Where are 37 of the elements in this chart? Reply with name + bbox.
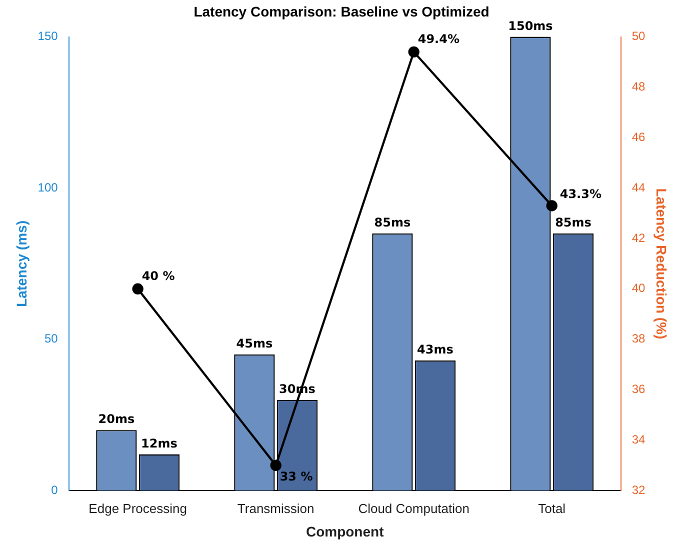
y-tick-label: 100 xyxy=(38,180,58,194)
point xyxy=(270,460,282,471)
y2-tick-label: 36 xyxy=(632,382,646,396)
y-axis-title: Latency (ms) xyxy=(13,220,30,307)
data-label: 45ms xyxy=(236,336,273,351)
data-label: 33 % xyxy=(280,470,313,484)
data-label: 49.4% xyxy=(418,32,460,46)
y2-tick-label: 50 xyxy=(632,29,646,44)
point xyxy=(132,283,144,295)
data-label: 40 % xyxy=(142,269,175,284)
y2-axis-title: Latency Reduction (%) xyxy=(654,188,670,340)
data-label: 20ms xyxy=(98,412,135,426)
data-label: 12ms xyxy=(141,436,178,450)
y2-tick-label: 38 xyxy=(632,332,646,346)
x-axis-title: Component xyxy=(306,523,384,540)
x-tick-label: Transmission xyxy=(237,500,314,516)
data-label: 85ms xyxy=(555,216,592,230)
chart-title: Latency Comparison: Baseline vs Optimized xyxy=(194,3,490,20)
y2-tick-label: 48 xyxy=(632,80,646,94)
point xyxy=(408,46,420,58)
y2-tick-label: 42 xyxy=(632,230,646,245)
data-label: 150ms xyxy=(508,18,553,33)
point xyxy=(546,200,558,212)
data-label: 43.3% xyxy=(560,186,602,201)
y2-tick-label: 32 xyxy=(632,482,646,497)
y2-tick-label: 34 xyxy=(632,432,646,446)
y-tick-label: 50 xyxy=(44,332,58,346)
y-tick-label: 150 xyxy=(38,29,58,44)
y2-tick-label: 46 xyxy=(632,130,646,144)
y2-tick-label: 40 xyxy=(632,281,646,296)
data-label: 43ms xyxy=(417,342,454,357)
x-tick-label: Cloud Computation xyxy=(358,500,470,516)
y2-tick-label: 44 xyxy=(632,180,646,194)
x-tick-label: Total xyxy=(538,500,566,516)
y-tick-label: 0 xyxy=(51,482,58,497)
data-label: 85ms xyxy=(374,216,411,230)
x-tick-label: Edge Processing xyxy=(88,500,187,516)
